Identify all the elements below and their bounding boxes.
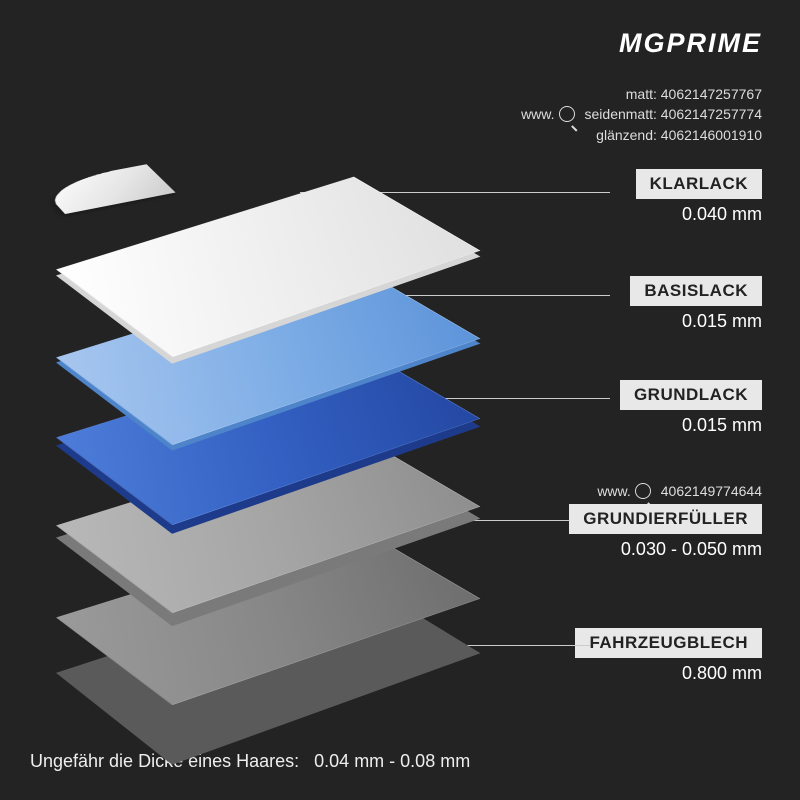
layers-stack: [40, 130, 500, 690]
product-codes-top: matt: 4062147257767www. seidenmatt: 4062…: [521, 84, 762, 145]
layer-thickness: 0.800 mm: [575, 663, 762, 684]
footer-value: 0.04 mm - 0.08 mm: [314, 751, 470, 771]
footer-note: Ungefähr die Dicke eines Haares: 0.04 mm…: [30, 751, 470, 772]
layer-thickness: 0.015 mm: [630, 311, 762, 332]
product-code-mid: www. 4062149774644: [597, 481, 762, 501]
label-grundlack: GRUNDLACK 0.015 mm: [620, 380, 762, 436]
brand-logo: MGPRIME: [619, 28, 762, 59]
layer-name-tag: GRUNDLACK: [620, 380, 762, 410]
layer-thickness: 0.040 mm: [636, 204, 762, 225]
layer-thickness: 0.030 - 0.050 mm: [569, 539, 762, 560]
label-grundierfüller: GRUNDIERFÜLLER 0.030 - 0.050 mm: [569, 504, 762, 560]
layer-name-tag: FAHRZEUGBLECH: [575, 628, 762, 658]
label-basislack: BASISLACK 0.015 mm: [630, 276, 762, 332]
layer-name-tag: GRUNDIERFÜLLER: [569, 504, 762, 534]
layer-name-tag: KLARLACK: [636, 169, 762, 199]
layer-name-tag: BASISLACK: [630, 276, 762, 306]
label-klarlack: KLARLACK 0.040 mm: [636, 169, 762, 225]
label-fahrzeugblech: FAHRZEUGBLECH 0.800 mm: [575, 628, 762, 684]
layer-thickness: 0.015 mm: [620, 415, 762, 436]
